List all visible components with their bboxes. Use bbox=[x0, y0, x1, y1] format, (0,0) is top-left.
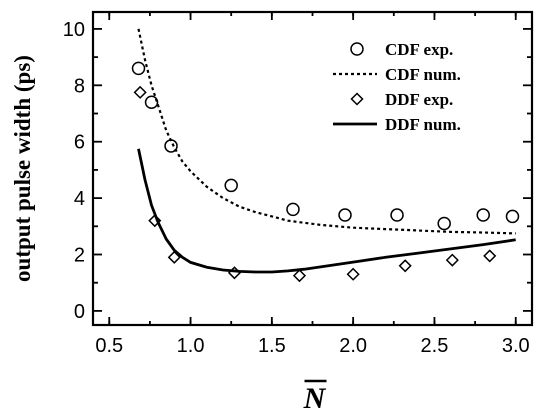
cdf-exp-point bbox=[338, 208, 352, 222]
cdf-exp-point bbox=[390, 208, 404, 222]
axes-layer: 0.5 1.0 1.5 2.0 2.5 3.0 0 2 4 6 8 10 bbox=[63, 12, 532, 357]
x-tick-label: 1.5 bbox=[258, 335, 286, 357]
y-tick-label: 6 bbox=[74, 132, 85, 154]
ddf-exp-point bbox=[148, 214, 162, 228]
y-tick-label: 10 bbox=[63, 19, 85, 41]
ddf-exp-point bbox=[398, 259, 412, 273]
cdf-exp-point bbox=[224, 178, 238, 193]
ddf-exp-point bbox=[346, 267, 360, 281]
legend-label: CDF num. bbox=[385, 65, 461, 84]
y-tick-label: 4 bbox=[74, 188, 85, 210]
y-axis-label: output pulse width (ps) bbox=[10, 55, 35, 282]
cdf-exp-point bbox=[437, 216, 451, 231]
y-tick-label: 0 bbox=[74, 301, 85, 323]
markers-layer bbox=[131, 61, 520, 283]
cdf-exp-point bbox=[476, 208, 490, 222]
cdf-exp-point bbox=[286, 202, 300, 217]
legend-circle-marker bbox=[350, 42, 364, 56]
cdf-exp-point bbox=[131, 61, 146, 76]
x-tick-label: 1.0 bbox=[177, 335, 205, 357]
legend: CDF exp. CDF num. DDF exp. DDF num. bbox=[333, 40, 461, 134]
legend-label: CDF exp. bbox=[385, 40, 453, 59]
ddf-exp-point bbox=[167, 250, 181, 264]
legend-diamond-marker bbox=[350, 92, 364, 106]
x-tick-label: 0.5 bbox=[95, 335, 123, 357]
legend-label: DDF num. bbox=[385, 115, 461, 134]
x-tick-label: 3.0 bbox=[502, 335, 530, 357]
y-tick-label: 8 bbox=[74, 75, 85, 97]
x-tick-label: 2.0 bbox=[339, 335, 367, 357]
cdf-exp-point bbox=[144, 95, 159, 109]
y-tick-label: 2 bbox=[74, 245, 85, 267]
curves-layer bbox=[137, 28, 516, 274]
cdf-exp-point bbox=[505, 209, 520, 224]
plot-frame bbox=[91, 10, 534, 327]
ddf-exp-point bbox=[292, 269, 307, 283]
ddf-exp-point bbox=[483, 249, 497, 263]
ddf-exp-point bbox=[445, 253, 459, 267]
x-tick-label: 2.5 bbox=[421, 335, 449, 357]
ddf-num-curve bbox=[137, 148, 516, 274]
x-axis-label: N bbox=[303, 382, 327, 415]
ddf-exp-point bbox=[227, 266, 242, 280]
cdf-exp-point bbox=[164, 139, 178, 153]
ddf-exp-point bbox=[133, 85, 147, 99]
legend-label: DDF exp. bbox=[385, 90, 453, 109]
x-axis-label-group: N bbox=[303, 379, 327, 415]
cdf-num-curve bbox=[137, 28, 516, 235]
